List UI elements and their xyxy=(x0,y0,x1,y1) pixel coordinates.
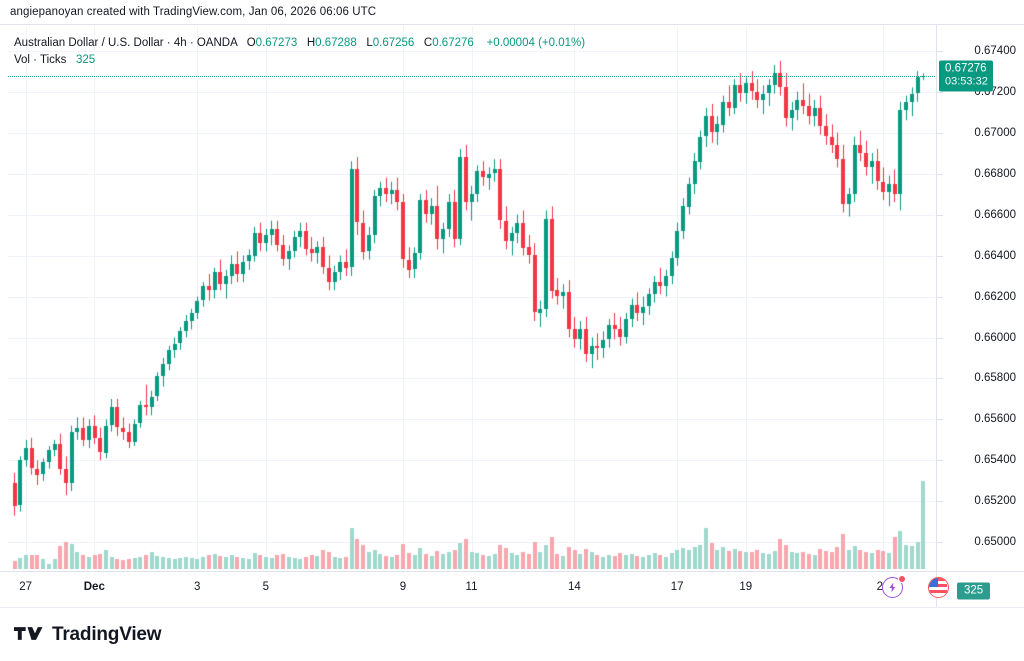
last-price-badge[interactable]: 0.67276 03:53:32 xyxy=(939,60,993,92)
time-axis-label: 17 xyxy=(670,581,684,593)
price-axis-label: 0.66600 xyxy=(974,208,1016,221)
time-axis-label: 19 xyxy=(739,581,753,593)
legend-high-value: 0.67288 xyxy=(315,37,357,49)
tradingview-logo-text: TradingView xyxy=(52,624,162,645)
legend-open-label: O xyxy=(246,37,256,49)
price-scale[interactable]: 0.67400 0.67200 0.67000 0.66800 0.66600 0.664… xyxy=(937,24,1024,607)
time-axis-label: Dec xyxy=(83,581,105,593)
tradingview-logo-icon xyxy=(14,626,43,640)
lightning-bolt-icon[interactable] xyxy=(882,577,903,598)
price-tick-mark xyxy=(937,419,943,421)
notification-dot-icon xyxy=(898,575,906,583)
price-scale-border xyxy=(936,24,937,607)
price-axis-label: 0.65400 xyxy=(974,454,1016,467)
legend-volume-row: Vol · Ticks 325 xyxy=(14,53,585,68)
legend-ohlc-row: Australian Dollar / U.S. Dollar · 4h · O… xyxy=(14,36,585,51)
footer: TradingView xyxy=(0,607,1024,661)
price-tick-mark xyxy=(937,542,943,544)
price-axis-label: 0.65600 xyxy=(974,413,1016,426)
price-axis-label: 0.66000 xyxy=(974,331,1016,344)
time-scale[interactable]: 27Dec3591114171923 xyxy=(0,572,1024,607)
price-tick-mark xyxy=(937,173,943,175)
price-axis-label: 0.66800 xyxy=(974,167,1016,180)
legend-change-percent: (+0.01%) xyxy=(538,37,586,49)
legend-interval[interactable]: 4h xyxy=(173,37,187,49)
volume-value-badge[interactable]: 325 xyxy=(957,582,991,600)
price-tick-mark xyxy=(937,91,943,93)
time-axis-label: 11 xyxy=(465,581,478,593)
time-axis-label: 3 xyxy=(193,581,201,593)
price-tick-mark xyxy=(937,378,943,380)
attribution-text: angiepanoyan created with TradingView.co… xyxy=(10,6,377,18)
legend-sep-2: · xyxy=(189,37,194,49)
price-tick-mark xyxy=(937,255,943,257)
time-axis-label: 5 xyxy=(262,581,269,593)
legend-open-value: 0.67273 xyxy=(255,37,298,49)
tradingview-logo[interactable]: TradingView xyxy=(14,624,162,646)
legend-close-label: C xyxy=(423,37,433,49)
price-axis-label: 0.66200 xyxy=(974,290,1016,303)
chart-legend: Australian Dollar / U.S. Dollar · 4h · O… xyxy=(14,36,585,68)
price-tick-mark xyxy=(937,337,943,339)
legend-symbol[interactable]: Australian Dollar / U.S. Dollar xyxy=(14,37,164,49)
us-flag-icon[interactable] xyxy=(928,577,949,598)
legend-volume-value: 325 xyxy=(76,54,96,66)
price-tick-mark xyxy=(937,460,943,462)
price-tick-mark xyxy=(937,50,943,52)
price-tick-mark xyxy=(937,296,943,298)
price-axis-label: 0.66400 xyxy=(974,249,1016,262)
price-tick-mark xyxy=(937,214,943,216)
price-axis-label: 0.65000 xyxy=(974,536,1016,549)
price-axis-label: 0.67000 xyxy=(974,126,1016,139)
legend-close-value: 0.67276 xyxy=(432,37,474,49)
frame-top-border xyxy=(0,24,1024,25)
legend-low-label: L xyxy=(366,37,373,49)
price-axis-label: 0.65200 xyxy=(974,495,1016,508)
price-tick-mark xyxy=(937,132,943,134)
legend-high-label: H xyxy=(306,37,316,49)
last-price-value: 0.67276 xyxy=(945,62,987,75)
price-axis-label: 0.67400 xyxy=(974,44,1016,57)
time-axis-label: 9 xyxy=(399,581,407,593)
legend-exchange: OANDA xyxy=(196,37,238,49)
footer-border xyxy=(0,607,1024,608)
time-axis-label: 14 xyxy=(567,581,581,593)
legend-change: +0.00004 xyxy=(486,37,535,49)
bar-countdown: 03:53:32 xyxy=(945,75,988,88)
time-axis-label: 27 xyxy=(19,581,33,593)
chart-plot-area[interactable] xyxy=(8,26,935,569)
legend-low-value: 0.67256 xyxy=(372,37,415,49)
price-axis-label: 0.65800 xyxy=(974,372,1016,385)
price-tick-mark xyxy=(937,501,943,503)
last-price-line xyxy=(8,76,935,78)
chart-frame: Australian Dollar / U.S. Dollar · 4h · O… xyxy=(0,24,1024,607)
time-scale-border xyxy=(0,571,1024,572)
legend-volume-title[interactable]: Vol · Ticks xyxy=(14,54,67,66)
legend-sep-1: · xyxy=(166,37,171,49)
candlestick-series xyxy=(8,26,935,569)
